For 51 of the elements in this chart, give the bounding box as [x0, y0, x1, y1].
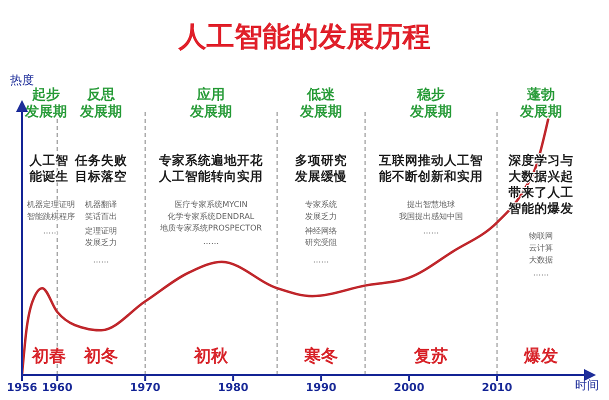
chart-title: 人工智能的发展历程 [177, 19, 432, 55]
x-axis-title: 时间 [575, 377, 599, 394]
x-tick-label: 1960 [42, 380, 73, 394]
annotation: 寒冬 [303, 346, 338, 367]
annotation: 发展乏力 [305, 211, 337, 220]
annotation: 爆发 [523, 346, 558, 367]
annotation: 研究受阻 [305, 238, 337, 247]
annotation: 医疗专家系统MYCIN [174, 200, 248, 209]
annotation: 发展乏力 [85, 238, 117, 247]
annotation: 我国提出感知中国 [399, 211, 463, 220]
x-tick-label: 1970 [130, 380, 161, 394]
annotation: 物联网 [529, 231, 553, 240]
annotation: 专家系统 [305, 200, 337, 209]
annotation: …… [43, 226, 59, 235]
annotation: 蓬勃发展期 [519, 86, 562, 120]
annotation: 神经网络 [305, 226, 337, 235]
annotation: 人工智能诞生 [28, 152, 68, 183]
x-tick-label: 1990 [306, 380, 337, 394]
annotation: 化学专家系统DENDRAL [168, 211, 255, 220]
annotation: …… [203, 236, 219, 246]
annotation: 复苏 [413, 346, 448, 367]
annotation: …… [93, 254, 109, 264]
annotation: 任务失败目标落空 [74, 152, 128, 183]
annotation: 初冬 [83, 346, 118, 367]
annotation: 专家系统遍地开花人工智能转向实用 [158, 152, 264, 183]
x-tick-label: 1980 [218, 380, 249, 394]
y-axis-title: 热度 [10, 72, 34, 87]
annotation: 互联网推动人工智能不断创新和实用 [378, 152, 483, 183]
annotation: 反思发展期 [79, 86, 122, 120]
annotation: 多项研究发展缓慢 [294, 152, 347, 183]
annotation: 机器翻译 [85, 200, 117, 209]
annotation: 稳步发展期 [409, 86, 452, 120]
annotation: 大数据 [529, 254, 553, 264]
annotation: 笑话百出 [85, 211, 117, 220]
annotation: 起步发展期 [24, 86, 67, 120]
annotation: 机器定理证明 [27, 200, 75, 209]
annotation: 定理证明 [85, 226, 117, 235]
x-tick-label: 1956 [6, 380, 38, 394]
annotation: 智能跳棋程序 [27, 211, 75, 220]
annotation: …… [313, 254, 329, 264]
annotation: 地质专家系统PROSPECTOR [159, 223, 262, 232]
annotation: 云计算 [529, 242, 553, 252]
annotation: 初春 [31, 346, 66, 367]
annotation: 初秋 [193, 346, 229, 367]
x-tick-label: 2000 [394, 380, 425, 394]
x-tick-label: 2010 [482, 380, 513, 394]
annotation: 应用发展期 [189, 86, 232, 120]
annotation: 提出智慧地球 [407, 200, 455, 209]
annotation: …… [533, 268, 549, 277]
annotation: 低迷发展期 [299, 86, 342, 120]
annotation: …… [423, 226, 439, 235]
